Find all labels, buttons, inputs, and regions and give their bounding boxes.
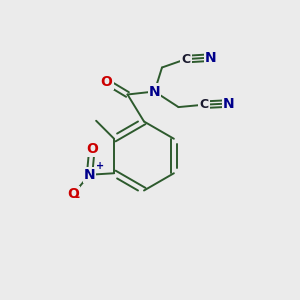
Text: N: N — [223, 97, 234, 110]
Text: -: - — [75, 191, 80, 204]
Text: +: + — [95, 161, 104, 171]
Text: N: N — [205, 51, 216, 64]
Text: O: O — [86, 142, 98, 156]
Text: O: O — [67, 187, 79, 201]
Text: C: C — [182, 52, 190, 66]
Text: O: O — [100, 75, 112, 89]
Text: N: N — [84, 168, 95, 182]
Text: N: N — [149, 85, 160, 98]
Text: C: C — [200, 98, 208, 111]
